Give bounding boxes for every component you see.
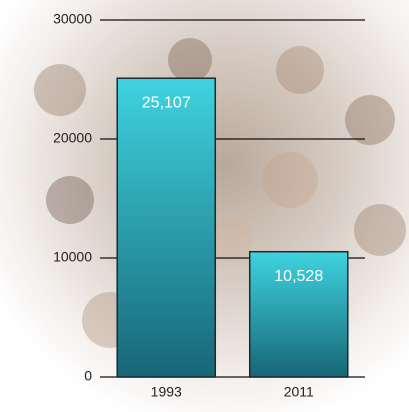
- y-tick-label: 20000: [53, 130, 92, 146]
- y-tick-label: 30000: [53, 11, 92, 27]
- value-label: 25,107: [142, 94, 191, 111]
- chart: 0 10000 20000 30000 1993 25,107 2011 10,528: [0, 0, 409, 412]
- value-label: 10,528: [274, 268, 323, 285]
- x-tick-label: 1993: [151, 384, 182, 400]
- page: 0100002000030000199325,107201110,528 (()…: [0, 0, 409, 412]
- x-tick-label: 2011: [284, 384, 314, 400]
- y-tick-label: 0: [84, 368, 92, 384]
- y-tick-label: 10000: [53, 249, 92, 265]
- bar: [117, 78, 215, 377]
